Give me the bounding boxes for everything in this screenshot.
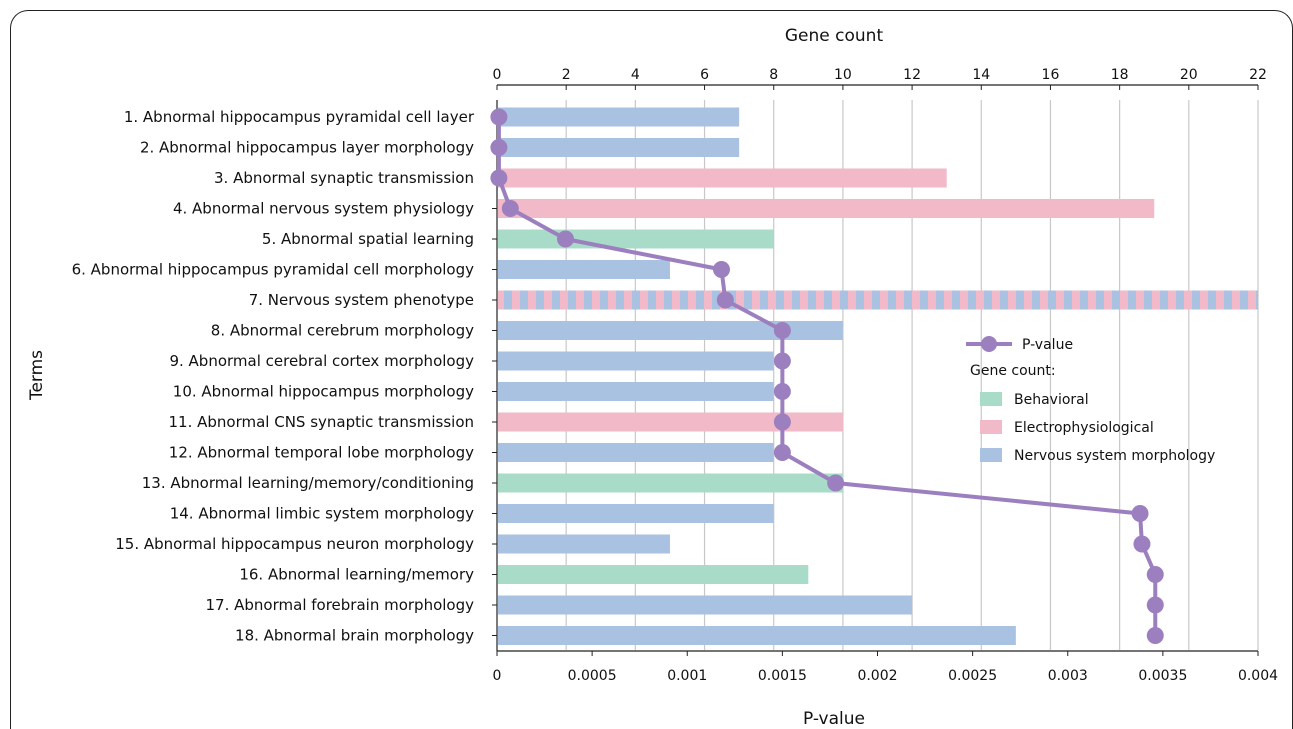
pvalue-tick-label: 0.0025: [948, 668, 997, 684]
gene-count-tick-label: 14: [972, 67, 990, 83]
term-label-18: 18. Abnormal brain morphology: [235, 627, 474, 645]
bar-term-16: [498, 565, 809, 584]
legend-swatch-electro: [980, 420, 1002, 434]
legend-line-marker: [981, 336, 997, 352]
term-labels: 1. Abnormal hippocampus pyramidal cell l…: [72, 108, 475, 645]
gene-count-tick-label: 8: [769, 67, 778, 83]
bar-term-13: [498, 473, 843, 493]
bottom-axis-title: P-value: [803, 709, 865, 729]
term-label-16: 16. Abnormal learning/memory: [239, 566, 474, 584]
term-label-11: 11. Abnormal CNS synaptic transmission: [168, 413, 474, 431]
axes: 0 2 4 6 8 10 12 14 16 18 20 22 0 0.0005 0.001 0.0015 0.0…: [492, 67, 1278, 684]
pvalue-polyline: [496, 117, 1158, 636]
term-label-2: 2. Abnormal hippocampus layer morphology: [140, 139, 474, 157]
pvalue-tick-label: 0: [493, 668, 502, 684]
pvalue-point-11: [773, 413, 791, 431]
bar-term-15: [498, 534, 670, 554]
term-label-1: 1. Abnormal hippocampus pyramidal cell l…: [124, 108, 475, 126]
gene-count-tick-label: 0: [493, 67, 502, 83]
term-label-5: 5. Abnormal spatial learning: [262, 230, 474, 248]
pvalue-point-5: [556, 230, 574, 248]
legend-label-electro: Electrophysiological: [1014, 420, 1154, 436]
pvalue-point-6: [712, 261, 730, 278]
bar-term-7: [498, 290, 1258, 310]
gene-count-tick-label: 4: [631, 67, 640, 83]
pvalue-point-14: [1131, 505, 1149, 522]
legend-line-label: P-value: [1022, 337, 1073, 353]
gene-count-tick-label: 22: [1249, 67, 1267, 83]
gene-count-tick-label: 10: [834, 67, 852, 83]
bar-term-5: [498, 229, 774, 249]
bar-term-2: [498, 138, 740, 157]
bar-term-8: [498, 321, 843, 340]
bar-term-4: [498, 199, 1155, 218]
term-label-14: 14. Abnormal limbic system morphology: [170, 505, 474, 523]
term-label-17: 17. Abnormal forebrain morphology: [206, 596, 475, 614]
pvalue-point-15: [1133, 535, 1151, 553]
pvalue-point-18: [1146, 627, 1164, 644]
term-label-6: 6. Abnormal hippocampus pyramidal cell m…: [72, 261, 475, 279]
bar-term-14: [498, 504, 774, 523]
term-label-3: 3. Abnormal synaptic transmission: [214, 169, 474, 187]
legend: P-value Gene count: Behavioral Electroph…: [966, 336, 1215, 464]
pvalue-point-17: [1146, 596, 1164, 614]
pvalue-tick-label: 0.002: [857, 668, 897, 684]
pvalue-point-10: [773, 383, 791, 400]
bar-term-12: [498, 443, 774, 462]
pvalue-point-3: [490, 169, 508, 187]
gene-count-tick-label: 20: [1180, 67, 1198, 83]
gene-count-tick-label: 2: [562, 67, 571, 83]
bar-term-17: [498, 595, 913, 615]
gene-count-tick-label: 16: [1042, 67, 1060, 83]
y-axis-title: Terms: [27, 350, 47, 401]
pvalue-tick-label: 0.0005: [568, 668, 617, 684]
pvalue-tick-label: 0.004: [1238, 668, 1278, 684]
pvalue-point-9: [773, 352, 791, 370]
term-label-12: 12. Abnormal temporal lobe morphology: [169, 444, 474, 462]
pvalue-tick-label: 0.0035: [1138, 668, 1187, 684]
term-label-13: 13. Abnormal learning/memory/conditionin…: [142, 474, 474, 492]
legend-swatch-behavioral: [980, 392, 1002, 406]
bars: [498, 107, 1258, 645]
term-label-10: 10. Abnormal hippocampus morphology: [173, 383, 474, 401]
term-label-4: 4. Abnormal nervous system physiology: [173, 200, 474, 218]
bar-term-11: [498, 412, 843, 432]
pvalue-point-16: [1146, 566, 1164, 583]
pvalue-line: [490, 108, 1164, 644]
gene-count-tick-label: 18: [1111, 67, 1129, 83]
term-label-8: 8. Abnormal cerebrum morphology: [211, 322, 474, 340]
legend-label-behavioral: Behavioral: [1014, 392, 1089, 408]
legend-title: Gene count:: [970, 363, 1056, 379]
top-axis-title: Gene count: [785, 26, 884, 46]
term-label-7: 7. Nervous system phenotype: [249, 291, 474, 309]
grid: [565, 100, 1259, 650]
legend-label-nervous: Nervous system morphology: [1014, 448, 1215, 464]
term-label-15: 15. Abnormal hippocampus neuron morpholo…: [115, 535, 474, 553]
pvalue-point-12: [773, 444, 791, 461]
pvalue-point-13: [827, 474, 845, 492]
term-label-9: 9. Abnormal cerebral cortex morphology: [169, 352, 474, 370]
bar-term-3: [498, 168, 947, 188]
bar-term-1: [498, 107, 740, 127]
pvalue-point-4: [501, 200, 519, 217]
bar-term-18: [498, 626, 1016, 645]
pvalue-point-7: [716, 291, 734, 309]
gene-count-tick-label: 6: [700, 67, 709, 83]
pvalue-point-8: [773, 322, 791, 339]
legend-swatch-nervous: [980, 448, 1002, 462]
pvalue-tick-label: 0.0015: [758, 668, 807, 684]
pvalue-point-2: [490, 139, 508, 156]
bar-term-9: [498, 351, 774, 371]
pvalue-point-1: [490, 108, 508, 126]
pvalue-tick-label: 0.001: [667, 668, 707, 684]
gene-count-tick-label: 12: [903, 67, 921, 83]
pvalue-tick-label: 0.003: [1048, 668, 1088, 684]
bar-term-6: [498, 260, 670, 279]
bar-term-10: [498, 382, 774, 401]
